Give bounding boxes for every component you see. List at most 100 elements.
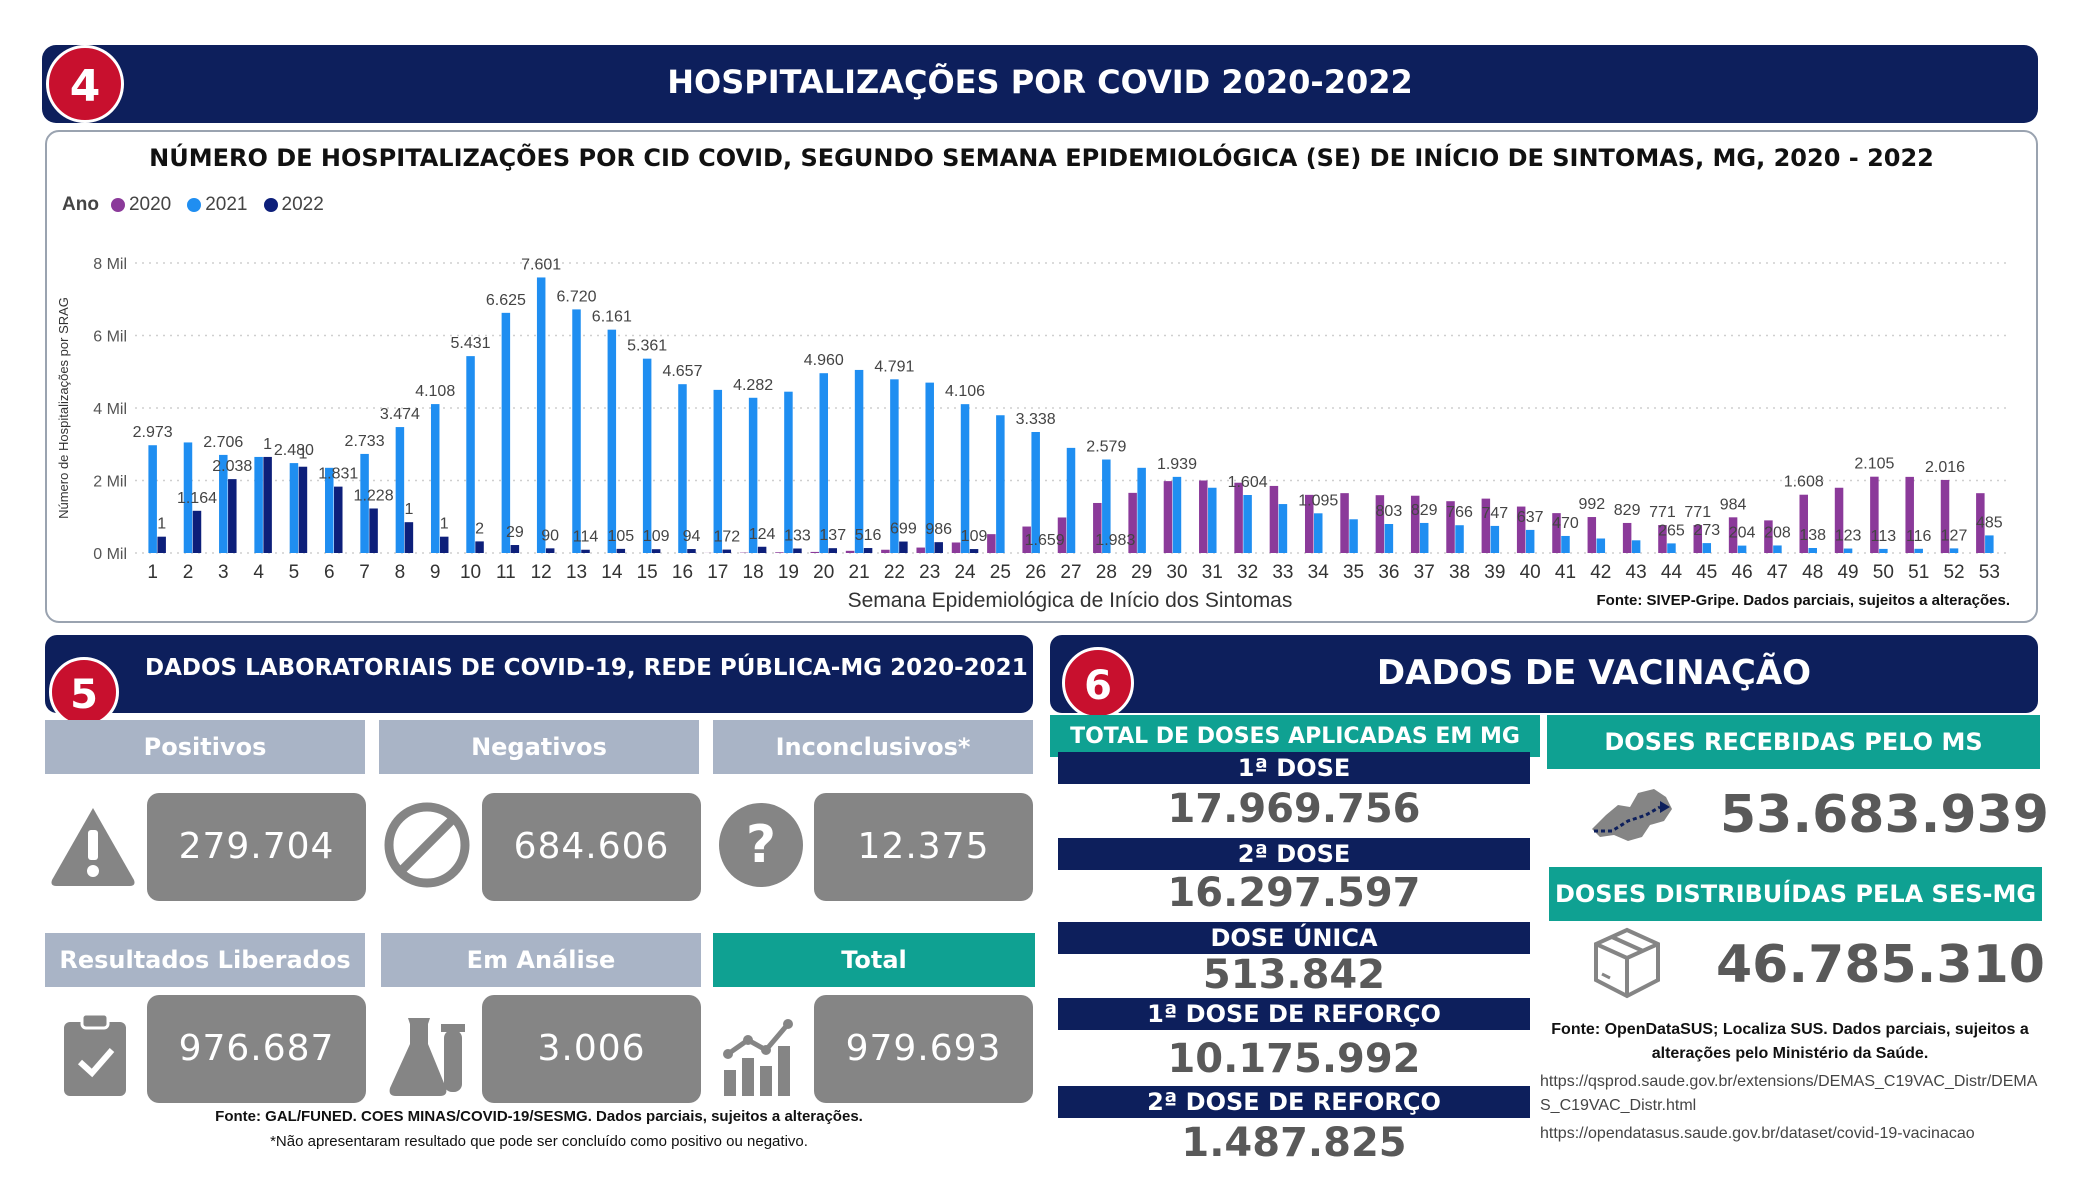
bar-2021-se35 xyxy=(1349,519,1358,553)
data-label-2022-se3: 2.038 xyxy=(212,458,252,475)
lab-source: Fonte: GAL/FUNED. COES MINAS/COVID-19/SE… xyxy=(215,1108,863,1125)
bar-2021-se4 xyxy=(254,456,263,553)
x-tick-label: 45 xyxy=(1696,562,1717,583)
bar-2020-se27 xyxy=(1057,517,1067,553)
data-label-2021-se18: 4.282 xyxy=(733,377,773,394)
bar-2022-se1 xyxy=(157,536,166,553)
bar-2021-se27 xyxy=(1066,447,1076,553)
bar-2021-se40 xyxy=(1525,529,1535,553)
negativos-label: Negativos xyxy=(379,720,699,774)
negativos-value: 684.606 xyxy=(482,793,701,901)
x-tick-label: 47 xyxy=(1767,562,1788,583)
bar-2020-se32 xyxy=(1234,482,1243,553)
x-tick-label: 40 xyxy=(1520,562,1541,583)
reforco1-value: 10.175.992 xyxy=(1167,1036,1421,1082)
bar-2021-se25 xyxy=(996,415,1005,553)
x-tick-label: 22 xyxy=(884,562,905,583)
x-tick-label: 26 xyxy=(1025,562,1046,583)
data-label-2021-se13: 6.720 xyxy=(556,288,596,305)
doses-total-header: TOTAL DE DOSES APLICADAS EM MG xyxy=(1050,715,1540,757)
bar-2020-se38 xyxy=(1446,501,1455,553)
x-tick-label: 7 xyxy=(359,562,370,583)
data-label-2020-se52: 2.016 xyxy=(1925,459,1965,476)
x-tick-label: 31 xyxy=(1202,562,1223,583)
received-header: DOSES RECEBIDAS PELO MS xyxy=(1547,715,2040,769)
bar-2020-se25 xyxy=(987,534,996,553)
bar-2021-se18 xyxy=(748,397,758,553)
x-tick-label: 17 xyxy=(707,562,728,583)
data-label-2021-se14: 6.161 xyxy=(592,309,632,326)
bar-2021-se42 xyxy=(1596,538,1606,553)
vaccination-link-1[interactable]: https://qsprod.saude.gov.br/extensions/D… xyxy=(1540,1073,2038,1114)
y-tick-label: 0 Mil xyxy=(93,546,127,563)
bar-2020-se50 xyxy=(1870,476,1879,553)
data-label-2022-se12: 90 xyxy=(541,527,559,544)
data-label-2022-se21: 516 xyxy=(855,527,882,544)
x-tick-label: 16 xyxy=(672,562,693,583)
warning-icon xyxy=(51,808,135,886)
section4-header: 4 HOSPITALIZAÇÕES POR COVID 2020-2022 xyxy=(42,45,2038,123)
bar-2021-se45 xyxy=(1702,543,1712,553)
x-tick-label: 4 xyxy=(253,562,264,583)
section5-title: DADOS LABORATORIAIS DE COVID-19, REDE PÚ… xyxy=(145,655,1028,681)
x-tick-label: 1 xyxy=(147,562,158,583)
bar-2021-se1 xyxy=(148,445,157,553)
legend-item-2021[interactable]: 2021 xyxy=(187,194,248,216)
section6-number: 6 xyxy=(1062,647,1134,719)
data-label-2021-se12: 7.601 xyxy=(521,256,561,273)
data-label-2022-se14: 105 xyxy=(607,528,634,545)
lab-flask-icon xyxy=(389,1018,465,1096)
bar-2021-se21 xyxy=(854,369,864,553)
x-tick-label: 18 xyxy=(743,562,764,583)
data-label-2022-se16: 94 xyxy=(683,528,701,545)
data-label-2021-se28: 2.579 xyxy=(1086,439,1126,456)
bar-2020-se40 xyxy=(1516,506,1526,553)
data-label-2021-se36: 803 xyxy=(1376,503,1403,520)
data-label-2020-se46: 984 xyxy=(1720,496,1747,513)
bar-2022-se9 xyxy=(439,536,449,553)
x-tick-label: 15 xyxy=(637,562,658,583)
svg-text:?: ? xyxy=(746,815,776,875)
legend-item-2020[interactable]: 2020 xyxy=(110,194,171,216)
bar-2021-se19 xyxy=(784,391,793,553)
data-label-2022-se11: 29 xyxy=(506,524,524,541)
bar-2021-se16 xyxy=(678,384,687,553)
bar-2021-se36 xyxy=(1384,524,1394,553)
bar-2021-se32 xyxy=(1243,495,1252,553)
bar-2022-se14 xyxy=(616,548,626,553)
positivos-label: Positivos xyxy=(45,720,365,774)
x-tick-label: 38 xyxy=(1449,562,1470,583)
vaccination-link-2[interactable]: https://opendatasus.saude.gov.br/dataset… xyxy=(1540,1125,1975,1142)
data-label-2020-se50: 2.105 xyxy=(1854,456,1894,473)
chart-plot: 0 Mil 2 Mil 4 Mil 6 Mil 8 Mil Número de Hospi… xyxy=(56,256,2007,612)
bar-2022-se17 xyxy=(722,549,732,553)
y-tick-label: 2 Mil xyxy=(93,474,127,491)
data-label-2021-se39: 747 xyxy=(1481,505,1508,522)
data-label-2021-se44: 265 xyxy=(1658,522,1685,539)
bar-2021-se24 xyxy=(960,404,970,553)
x-tick-label: 41 xyxy=(1555,562,1576,583)
data-label-2022-se6: 1.831 xyxy=(318,466,358,483)
chart-growth-icon xyxy=(723,1019,793,1096)
data-label-2021-se22: 4.791 xyxy=(874,358,914,375)
x-tick-label: 39 xyxy=(1484,562,1505,583)
data-label-2021-se30: 1.939 xyxy=(1157,456,1197,473)
data-label-2021-se8: 3.474 xyxy=(380,406,420,423)
total-label: Total xyxy=(713,933,1035,987)
data-label-2021-se48: 138 xyxy=(1799,527,1826,544)
legend-item-2022[interactable]: 2022 xyxy=(263,194,324,216)
bar-2021-se50 xyxy=(1879,548,1888,553)
data-label-2021-se1: 2.973 xyxy=(133,424,173,441)
data-label-2022-se18: 124 xyxy=(749,526,776,543)
bar-2021-se13 xyxy=(572,309,581,553)
bar-2020-se39 xyxy=(1481,498,1491,553)
received-value: 53.683.939 xyxy=(1720,785,2049,845)
bar-2020-se35 xyxy=(1340,493,1349,553)
data-label-2021-se3: 2.706 xyxy=(203,434,243,451)
dose-unica-value: 513.842 xyxy=(1202,952,1386,998)
bar-2021-se52 xyxy=(1949,548,1959,553)
data-label-2022-se17: 172 xyxy=(713,529,740,546)
bar-2021-se30 xyxy=(1172,476,1182,553)
bar-2020-se45 xyxy=(1693,525,1703,553)
x-tick-label: 11 xyxy=(496,562,516,583)
